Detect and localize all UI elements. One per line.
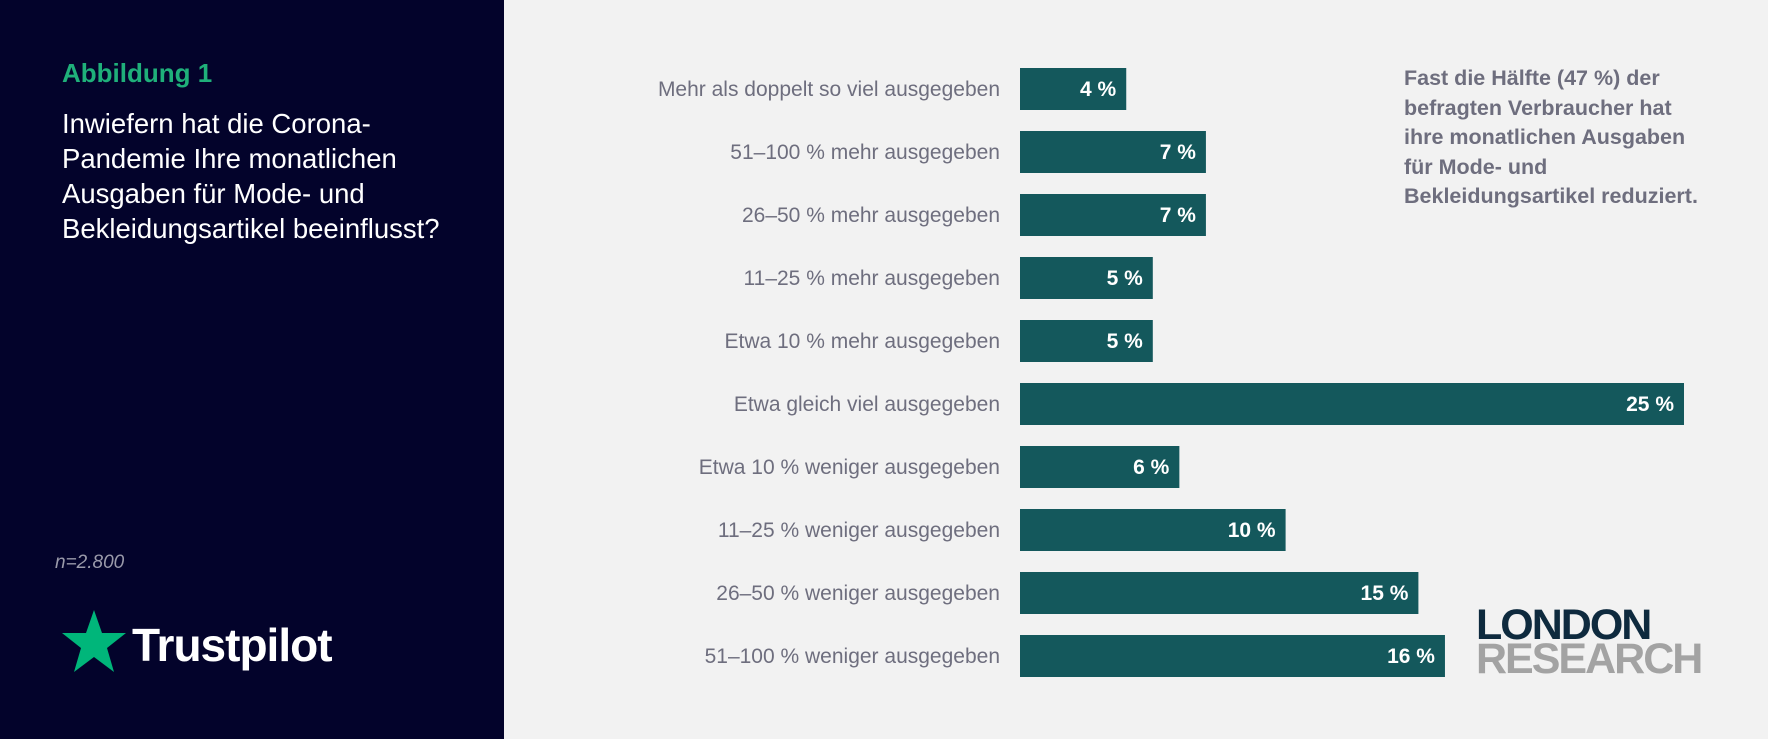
figure-label: Abbildung 1 (62, 58, 213, 88)
category-label: Mehr als doppelt so viel ausgegeben (658, 78, 1000, 101)
bar-row: Mehr als doppelt so viel ausgegeben 4 % (658, 68, 1127, 110)
category-label: Etwa 10 % mehr ausgegeben (724, 330, 1000, 353)
logo-line-2: RESEARCH (1476, 635, 1703, 683)
bar (1020, 131, 1206, 173)
left-panel: Abbildung 1 Inwiefern hat die Corona-Pan… (0, 0, 504, 739)
value-label: 5 % (1107, 267, 1144, 290)
callout-text: Fast die Hälfte (47 %) der befragten Ver… (1404, 66, 1698, 208)
category-label: 26–50 % weniger ausgegeben (716, 582, 1000, 605)
trustpilot-logo: Trustpilot (60, 608, 333, 674)
bar (1020, 257, 1153, 299)
bar-row: 26–50 % weniger ausgegeben 15 % (716, 572, 1419, 614)
bar-chart: Mehr als doppelt so viel ausgegeben 4 % 51… (658, 68, 1684, 677)
category-label: 26–50 % mehr ausgegeben (742, 204, 1000, 227)
value-label: 7 % (1160, 204, 1197, 227)
bar-row: Etwa 10 % mehr ausgegeben 5 % (724, 320, 1153, 362)
value-label: 5 % (1107, 330, 1144, 353)
value-label: 15 % (1361, 582, 1409, 605)
bar-row: Etwa gleich viel ausgegeben 25 % (734, 383, 1684, 425)
category-label: 11–25 % mehr ausgegeben (744, 267, 1000, 290)
category-label: Etwa gleich viel ausgegeben (734, 393, 1000, 416)
london-research-logo: LONDON RESEARCH (1476, 601, 1703, 683)
value-label: 16 % (1387, 645, 1435, 668)
bar (1020, 68, 1127, 110)
bar-row: 51–100 % weniger ausgegeben 16 % (705, 635, 1445, 677)
bar (1020, 635, 1445, 677)
bar-row: 26–50 % mehr ausgegeben 7 % (742, 194, 1206, 236)
bar-row: 11–25 % mehr ausgegeben 5 % (744, 257, 1153, 299)
category-label: Etwa 10 % weniger ausgegeben (699, 456, 1000, 479)
value-label: 7 % (1160, 141, 1197, 164)
bar-row: Etwa 10 % weniger ausgegeben 6 % (699, 446, 1180, 488)
bar (1020, 194, 1206, 236)
bar (1020, 572, 1419, 614)
sample-size: n=2.800 (55, 552, 125, 573)
category-label: 51–100 % weniger ausgegeben (705, 645, 1000, 668)
value-label: 6 % (1133, 456, 1170, 479)
value-label: 25 % (1626, 393, 1674, 416)
value-label: 4 % (1080, 78, 1117, 101)
category-label: 51–100 % mehr ausgegeben (730, 141, 1000, 164)
star-icon (62, 610, 126, 672)
bar (1020, 446, 1180, 488)
category-label: 11–25 % weniger ausgegeben (718, 519, 1000, 542)
figure-question: Inwiefern hat die Corona-Pandemie Ihre m… (62, 108, 440, 244)
brand-name: Trustpilot (132, 619, 333, 671)
value-label: 10 % (1228, 519, 1276, 542)
bar-row: 11–25 % weniger ausgegeben 10 % (718, 509, 1286, 551)
bar (1020, 320, 1153, 362)
bar (1020, 383, 1684, 425)
logo-line-1: LONDON (1476, 601, 1652, 649)
bar-row: 51–100 % mehr ausgegeben 7 % (730, 131, 1206, 173)
bar (1020, 509, 1286, 551)
